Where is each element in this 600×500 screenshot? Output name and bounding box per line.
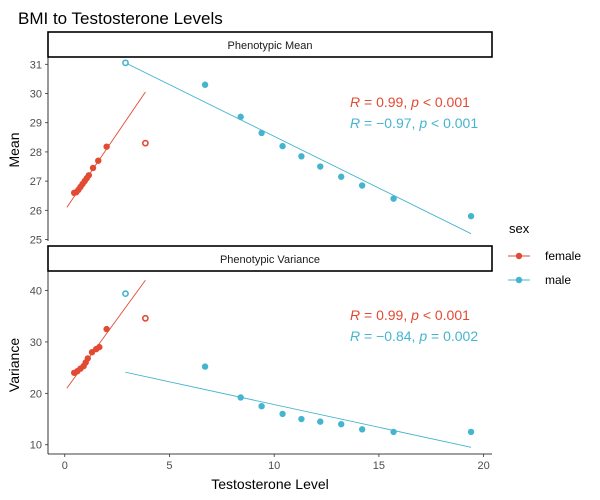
point-male <box>201 363 209 370</box>
point-male <box>390 195 397 202</box>
y-ticks-mean: 25 26 27 28 29 30 31 <box>30 59 48 247</box>
outlier-point-female <box>141 314 149 322</box>
y-tick-label: 20 <box>30 388 42 400</box>
stats-variance: R = 0.99, p < 0.001 R = −0.84, p = 0.002 <box>350 307 478 344</box>
x-tick-label: 20 <box>477 460 489 472</box>
x-axis-title: Testosterone Level <box>211 476 329 492</box>
y-tick-label: 30 <box>30 89 42 101</box>
fit-lines-mean <box>66 62 472 235</box>
point-male <box>279 142 286 150</box>
point-male <box>237 113 244 121</box>
legend-item-female: female <box>508 249 581 263</box>
stats-mean: R = 0.99, p < 0.001 R = −0.97, p < 0.001 <box>350 94 478 131</box>
strip-mean-label: Phenotypic Mean <box>228 40 313 52</box>
y-tick-label: 40 <box>30 286 42 298</box>
point-male <box>317 163 324 170</box>
stat-male-variance: R = −0.84, p = 0.002 <box>350 328 478 344</box>
x-tick-label: 5 <box>166 460 172 472</box>
point-male <box>279 410 286 418</box>
points-mean <box>70 59 475 220</box>
point-female <box>85 172 93 179</box>
strip-variance-label: Phenotypic Variance <box>220 254 320 266</box>
point-male <box>390 428 397 436</box>
stat-female-variance: R = 0.99, p < 0.001 <box>350 307 470 323</box>
outlier-point-male <box>122 290 129 298</box>
point-female <box>84 355 91 362</box>
point-male <box>338 420 345 428</box>
point-male <box>258 402 265 410</box>
point-male <box>298 153 305 160</box>
outlier-point-male <box>122 59 129 67</box>
y-axis-title-mean: Mean <box>6 132 22 167</box>
x-ticks: 0 5 10 15 20 <box>62 454 490 472</box>
point-female <box>103 325 110 333</box>
point-male <box>237 394 244 401</box>
legend-key-point-female <box>515 252 523 260</box>
strip-mean <box>47 31 493 58</box>
x-tick-label: 15 <box>373 460 385 472</box>
panel-mean: Phenotypic Mean Mean 25 26 27 28 29 30 31 R = … <box>6 31 493 247</box>
legend-item-male: male <box>508 273 571 287</box>
point-male <box>467 428 475 436</box>
point-male <box>298 415 305 423</box>
panel-variance: Phenotypic Variance Variance 10 20 30 40 0 5… <box>6 245 493 492</box>
y-tick-label: 25 <box>30 235 42 247</box>
y-tick-label: 26 <box>30 205 42 217</box>
outlier-point-female <box>141 139 149 147</box>
y-tick-label: 10 <box>30 440 42 452</box>
point-male <box>201 81 209 88</box>
y-ticks-variance: 10 20 30 40 <box>30 286 48 452</box>
fit-line-male <box>125 371 472 448</box>
y-tick-label: 27 <box>30 176 42 188</box>
legend-label-female: female <box>545 249 581 263</box>
x-tick-label: 0 <box>62 460 68 472</box>
point-female <box>103 143 110 150</box>
legend-label-male: male <box>545 273 571 287</box>
point-female <box>89 164 97 172</box>
point-male <box>317 418 324 425</box>
point-male <box>467 212 475 220</box>
fit-line-male <box>125 62 472 235</box>
legend: sex female male <box>508 221 581 287</box>
y-tick-label: 30 <box>30 337 42 349</box>
x-tick-label: 10 <box>268 460 280 472</box>
y-tick-label: 31 <box>30 59 42 71</box>
point-male <box>358 182 366 189</box>
y-tick-label: 29 <box>30 118 42 130</box>
point-male <box>358 426 366 433</box>
point-male <box>338 173 345 180</box>
stat-male-mean: R = −0.97, p < 0.001 <box>350 115 478 131</box>
legend-title: sex <box>509 221 530 236</box>
y-tick-label: 28 <box>30 147 42 159</box>
stat-female-mean: R = 0.99, p < 0.001 <box>350 94 470 110</box>
legend-key-point-male <box>515 276 523 284</box>
point-female <box>95 157 102 164</box>
y-axis-title-variance: Variance <box>6 338 22 392</box>
point-male <box>258 129 265 137</box>
point-female <box>96 343 103 351</box>
chart-title: BMI to Testosterone Levels <box>18 9 223 28</box>
points-variance <box>70 290 475 436</box>
strip-variance <box>47 245 493 272</box>
fit-lines-variance <box>66 279 472 448</box>
